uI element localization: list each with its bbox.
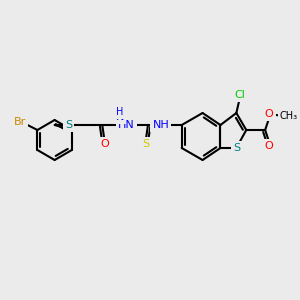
Text: S: S <box>65 120 72 130</box>
Text: N: N <box>116 112 124 122</box>
Text: O: O <box>100 139 109 149</box>
Text: NH: NH <box>152 120 169 130</box>
Text: H: H <box>116 107 124 117</box>
Text: CH₃: CH₃ <box>280 111 298 121</box>
Text: Br: Br <box>14 117 26 127</box>
Text: O: O <box>265 141 274 151</box>
Text: O: O <box>265 109 274 119</box>
Text: S: S <box>142 139 149 149</box>
Text: S: S <box>233 143 240 153</box>
Text: Cl: Cl <box>234 90 245 100</box>
Text: HN: HN <box>118 120 134 130</box>
